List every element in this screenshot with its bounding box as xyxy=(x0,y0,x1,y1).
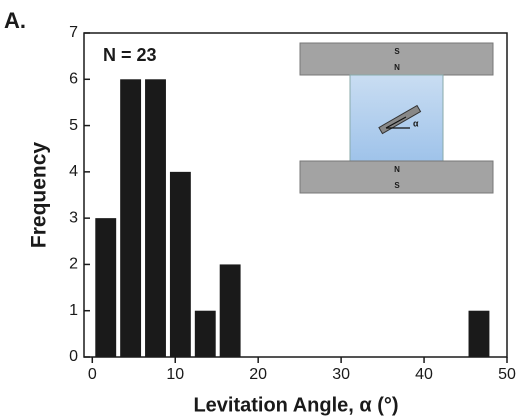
bar xyxy=(120,79,142,358)
y-tick-label: 5 xyxy=(69,117,78,134)
magnet-label: S xyxy=(394,181,400,190)
x-tick-label: 20 xyxy=(249,366,267,383)
top-magnet xyxy=(299,42,494,76)
y-tick-label: 3 xyxy=(69,209,78,226)
bar xyxy=(145,79,166,358)
magnet-label: N xyxy=(394,165,400,174)
plot-frame xyxy=(83,32,508,358)
bar xyxy=(219,264,241,357)
y-tick-label: 6 xyxy=(69,71,78,88)
magnet-label: S xyxy=(394,47,400,56)
angle-label: α xyxy=(413,118,419,128)
y-tick-label: 2 xyxy=(69,256,78,273)
bottom-magnet xyxy=(299,160,494,194)
magnet-label: N xyxy=(394,63,400,72)
y-axis-label: Frequency xyxy=(28,142,51,249)
annotation: N = 23 xyxy=(103,45,157,65)
panel-label: A. xyxy=(4,8,26,33)
x-tick-label: 40 xyxy=(415,366,433,383)
x-tick-label: 30 xyxy=(332,366,350,383)
y-tick-label: 4 xyxy=(69,163,78,180)
y-tick-label: 7 xyxy=(69,24,78,41)
y-tick-label: 1 xyxy=(69,302,78,319)
inset: S N N S α xyxy=(299,42,494,194)
arrow xyxy=(385,116,407,129)
x-tick-label: 0 xyxy=(88,366,97,383)
bar xyxy=(194,310,216,357)
x-axis-label: Levitation Angle, α (°) xyxy=(193,394,398,416)
x-tick-label: 50 xyxy=(498,366,516,383)
x-tick-label: 10 xyxy=(166,366,184,383)
bar xyxy=(169,171,191,357)
y-tick-label: 0 xyxy=(69,348,78,365)
bar xyxy=(95,218,117,357)
bar xyxy=(468,310,490,357)
